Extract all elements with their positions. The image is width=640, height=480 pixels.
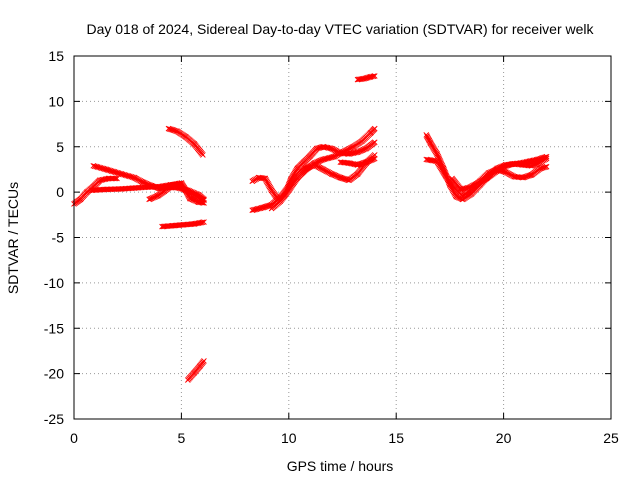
y-tick-label: 5 xyxy=(56,139,64,155)
data-point xyxy=(199,199,206,206)
y-axis-label: SDTVAR / TECUs xyxy=(5,182,21,294)
x-tick-label: 5 xyxy=(178,430,186,446)
y-tick-label: 0 xyxy=(56,184,64,200)
data-point xyxy=(543,153,550,160)
y-tick-label: -25 xyxy=(44,411,64,427)
y-tick-label: -15 xyxy=(44,320,64,336)
series-arc-l xyxy=(354,73,378,83)
data-point xyxy=(114,175,120,182)
data-points xyxy=(71,73,550,383)
data-point xyxy=(542,154,549,160)
series-arc-f xyxy=(165,125,206,158)
y-tick-label: -20 xyxy=(44,366,64,382)
x-axis-label: GPS time / hours xyxy=(287,458,394,474)
series-arc-o xyxy=(449,153,550,193)
data-point xyxy=(543,163,550,170)
ticks: 0 5 10 15 20 25 -25 -20 -15 -10 -5 0 5 10 15 xyxy=(44,48,619,446)
data-point xyxy=(370,73,377,80)
data-point xyxy=(200,152,206,158)
data-point xyxy=(542,164,549,170)
grid xyxy=(74,56,611,419)
y-tick-label: 10 xyxy=(48,93,64,109)
series-arc-g xyxy=(184,358,207,383)
x-tick-label: 0 xyxy=(70,430,78,446)
data-point xyxy=(371,73,378,79)
x-tick-label: 15 xyxy=(388,430,404,446)
y-tick-label: -5 xyxy=(52,230,65,246)
data-point xyxy=(201,358,207,364)
chart-title: Day 018 of 2024, Sidereal Day-to-day VTE… xyxy=(86,21,594,37)
x-tick-label: 25 xyxy=(603,430,619,446)
data-point xyxy=(371,139,378,146)
series-arc-e xyxy=(159,219,207,230)
series-arc-d xyxy=(146,180,207,206)
y-tick-label: -10 xyxy=(44,275,64,291)
x-tick-label: 20 xyxy=(496,430,512,446)
data-point xyxy=(199,219,206,226)
series-arc-k xyxy=(337,155,378,168)
data-point xyxy=(201,200,207,206)
data-point xyxy=(371,125,378,132)
y-tick-label: 15 xyxy=(48,48,64,64)
data-point xyxy=(370,156,377,162)
data-point xyxy=(371,155,378,162)
x-tick-label: 10 xyxy=(281,430,297,446)
data-point xyxy=(201,219,207,225)
data-point xyxy=(112,175,119,182)
